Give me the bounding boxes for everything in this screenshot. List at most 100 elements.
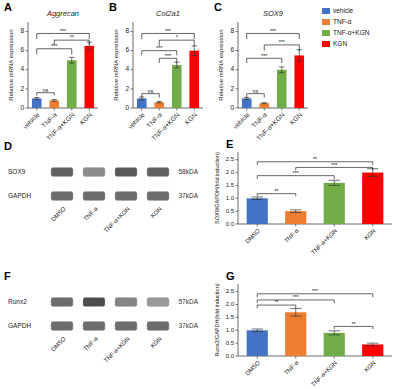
band	[147, 168, 169, 177]
y-tick-label: 8	[230, 27, 234, 34]
significance-bracket	[247, 58, 282, 63]
significance-bracket	[37, 33, 90, 39]
lane-label: KGN	[149, 206, 162, 219]
x-tick	[264, 108, 265, 111]
x-tick-label: KGN	[363, 360, 376, 373]
y-axis-label: Runx2/GAPDH(fold induction)	[214, 283, 220, 356]
x-tick	[194, 108, 195, 111]
significance-bracket	[54, 40, 89, 45]
protein-label: Runx2	[8, 298, 27, 305]
x-tick-label: KGN	[78, 111, 93, 126]
significance-label: ***	[261, 53, 267, 59]
band	[51, 192, 73, 201]
kda-label: 58kDA	[178, 168, 198, 175]
x-tick-label: TNF-α+KGN	[310, 228, 338, 256]
kda-label: 37kDA	[178, 192, 198, 199]
error-bar	[262, 102, 267, 104]
y-tick-label: 1.0	[226, 195, 235, 201]
band	[83, 322, 105, 331]
panel-title: Aggrecan	[46, 9, 79, 18]
significance-label: ns	[148, 88, 154, 94]
y-tick	[26, 88, 29, 89]
y-tick	[236, 159, 239, 160]
significance-label: ***	[165, 53, 171, 59]
y-tick-label: 4	[20, 65, 24, 72]
error-bar	[34, 97, 39, 99]
bar	[324, 183, 345, 224]
bar	[242, 98, 252, 108]
y-axis-line	[238, 284, 239, 356]
y-axis-line	[238, 22, 239, 108]
lane-label: KGN	[149, 336, 162, 349]
panel-letter: B	[109, 1, 117, 13]
significance-label: **	[275, 188, 279, 194]
y-tick-label: 0.0	[226, 353, 235, 359]
error-bar	[297, 50, 302, 61]
significance-label: **	[313, 156, 317, 162]
y-tick	[236, 108, 239, 109]
significance-bracket	[247, 94, 265, 98]
significance-bracket	[37, 49, 72, 55]
y-tick	[131, 31, 134, 32]
significance-bracket	[247, 33, 300, 39]
marks	[247, 162, 384, 224]
x-tick-label: TNF-α	[283, 359, 300, 376]
error-bar	[279, 67, 284, 73]
y-axis-line	[28, 22, 29, 108]
panel-letter: G	[226, 270, 235, 282]
error-bar	[244, 97, 249, 99]
x-tick-label: TNF-α+KGN	[255, 111, 286, 142]
x-tick-label: KGN	[183, 111, 198, 126]
legend-swatch	[322, 19, 330, 25]
bar	[324, 333, 345, 356]
y-tick	[236, 88, 239, 89]
y-axis-label: Relative mRNA expression	[8, 29, 14, 100]
significance-bracket	[257, 294, 373, 298]
x-tick	[36, 108, 37, 111]
x-tick-label: KGN	[363, 228, 376, 241]
significance-bracket	[142, 33, 195, 39]
y-axis-line	[133, 22, 134, 108]
lane-label: TNF-α	[82, 335, 99, 352]
y-tick-label: 0.0	[226, 221, 235, 227]
y-tick-label: 0.5	[226, 340, 235, 346]
significance-label: ***	[312, 288, 318, 294]
x-tick-label: DMSO	[244, 227, 261, 244]
x-tick	[295, 356, 296, 359]
bar	[32, 98, 42, 108]
significance-bracket	[159, 58, 177, 63]
bar	[67, 60, 77, 108]
y-tick-label: 2	[125, 85, 129, 92]
significance-label: ***	[279, 39, 285, 45]
x-tick	[281, 108, 282, 111]
y-tick	[26, 31, 29, 32]
y-tick-label: 0.5	[226, 208, 235, 214]
y-tick	[26, 69, 29, 70]
y-tick-label: 4	[125, 65, 129, 72]
error-bar	[290, 308, 302, 316]
bar	[294, 55, 304, 108]
error-bar	[251, 197, 263, 200]
panel-letter: A	[4, 1, 12, 13]
x-tick	[334, 356, 335, 359]
y-tick	[131, 50, 134, 51]
band	[83, 168, 105, 177]
significance-bracket	[257, 300, 334, 303]
error-bar	[367, 343, 379, 346]
x-tick-label: TNF-α+KGN	[45, 111, 76, 142]
y-tick	[236, 291, 239, 292]
marks	[247, 294, 384, 356]
error-bar	[328, 331, 340, 335]
bar	[49, 100, 59, 108]
y-tick-label: 0	[230, 104, 234, 111]
y-tick	[236, 185, 239, 186]
bar	[154, 102, 164, 108]
band	[83, 192, 105, 201]
error-bar	[157, 102, 162, 104]
marks	[137, 33, 199, 108]
y-tick-label: 1.0	[226, 327, 235, 333]
band	[51, 322, 73, 331]
y-tick	[236, 50, 239, 51]
y-tick-label: 0	[20, 104, 24, 111]
significance-bracket	[257, 176, 334, 179]
